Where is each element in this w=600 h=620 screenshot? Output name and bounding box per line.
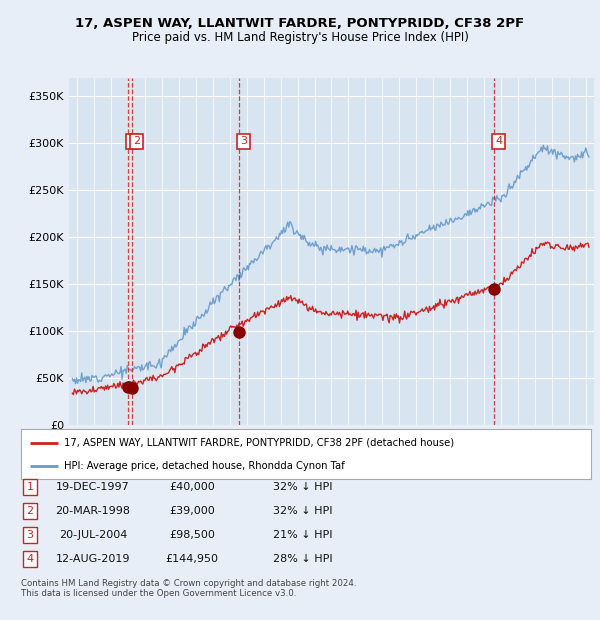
Text: Contains HM Land Registry data © Crown copyright and database right 2024.: Contains HM Land Registry data © Crown c… <box>21 578 356 588</box>
Text: 20-MAR-1998: 20-MAR-1998 <box>56 506 131 516</box>
Text: 19-DEC-1997: 19-DEC-1997 <box>56 482 130 492</box>
Text: 21% ↓ HPI: 21% ↓ HPI <box>273 530 332 540</box>
Text: 32% ↓ HPI: 32% ↓ HPI <box>273 482 332 492</box>
Text: 4: 4 <box>26 554 34 564</box>
Text: This data is licensed under the Open Government Licence v3.0.: This data is licensed under the Open Gov… <box>21 588 296 598</box>
Text: Price paid vs. HM Land Registry's House Price Index (HPI): Price paid vs. HM Land Registry's House … <box>131 31 469 44</box>
Text: 1: 1 <box>128 136 136 146</box>
Text: 17, ASPEN WAY, LLANTWIT FARDRE, PONTYPRIDD, CF38 2PF (detached house): 17, ASPEN WAY, LLANTWIT FARDRE, PONTYPRI… <box>64 438 454 448</box>
Text: 1: 1 <box>26 482 34 492</box>
Text: £144,950: £144,950 <box>166 554 218 564</box>
Text: HPI: Average price, detached house, Rhondda Cynon Taf: HPI: Average price, detached house, Rhon… <box>64 461 344 471</box>
Text: £98,500: £98,500 <box>169 530 215 540</box>
Text: 2: 2 <box>133 136 140 146</box>
Text: 32% ↓ HPI: 32% ↓ HPI <box>273 506 332 516</box>
Text: 28% ↓ HPI: 28% ↓ HPI <box>273 554 332 564</box>
Text: £39,000: £39,000 <box>169 506 215 516</box>
Text: 3: 3 <box>240 136 247 146</box>
Text: 20-JUL-2004: 20-JUL-2004 <box>59 530 127 540</box>
Text: 4: 4 <box>495 136 502 146</box>
Text: 12-AUG-2019: 12-AUG-2019 <box>56 554 130 564</box>
Text: 17, ASPEN WAY, LLANTWIT FARDRE, PONTYPRIDD, CF38 2PF: 17, ASPEN WAY, LLANTWIT FARDRE, PONTYPRI… <box>76 17 524 30</box>
Text: 3: 3 <box>26 530 34 540</box>
Text: 2: 2 <box>26 506 34 516</box>
Text: £40,000: £40,000 <box>169 482 215 492</box>
